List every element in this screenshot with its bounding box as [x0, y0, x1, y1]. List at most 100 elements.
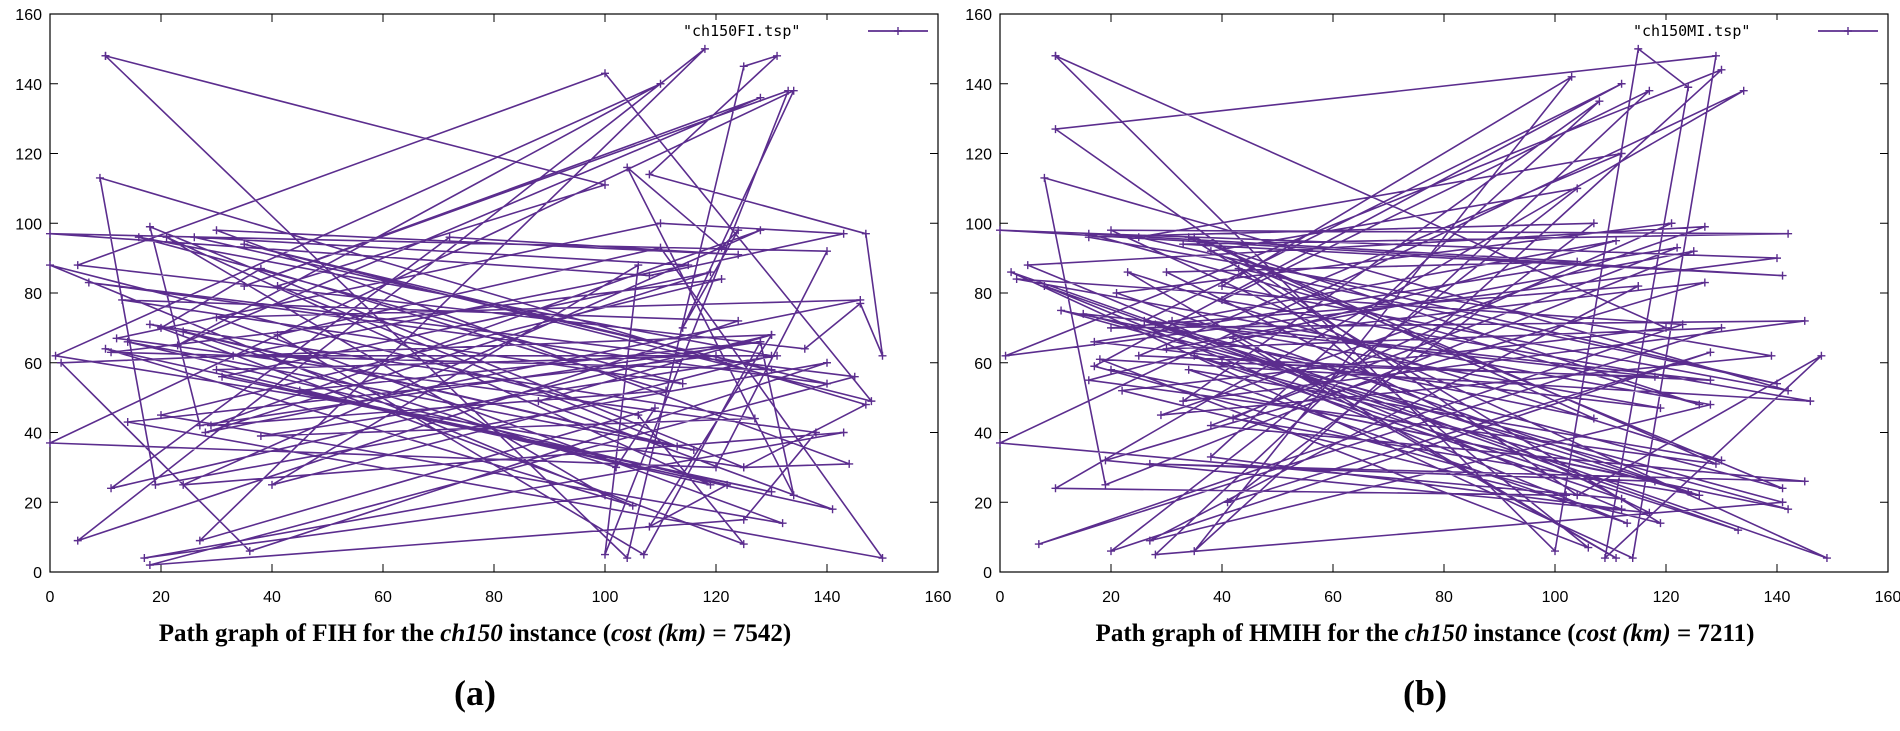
city-point	[1162, 268, 1171, 277]
city-point	[996, 438, 1004, 447]
city-point	[767, 330, 776, 339]
caption-a-prefix: Path graph of FIH for the	[158, 620, 434, 647]
city-point	[878, 351, 887, 360]
path-chart-a: 0 20 40 60 80 100 120 140 160 0 20 40 60 80 100 120 140 1…	[15, 7, 952, 606]
city-point	[789, 491, 798, 500]
city-point	[1218, 358, 1226, 367]
city-point	[700, 44, 709, 53]
caption-b: Path graph of HMIH for the ch150 instanc…	[950, 620, 1900, 648]
city-point	[1567, 72, 1576, 81]
city-point	[1162, 344, 1171, 353]
city-point	[650, 404, 659, 413]
x-tick-label: 140	[1764, 589, 1791, 606]
city-point	[689, 445, 698, 454]
city-point	[612, 463, 621, 472]
city-point	[723, 480, 732, 489]
city-point	[1645, 86, 1654, 95]
city-point	[1107, 547, 1115, 556]
city-point	[1589, 219, 1598, 228]
city-point	[1706, 400, 1715, 409]
city-point	[734, 226, 743, 235]
city-point	[601, 550, 609, 559]
city-point	[845, 459, 854, 468]
city-point	[1206, 247, 1215, 256]
city-point	[51, 351, 60, 360]
y-tick-label: 0	[33, 565, 42, 582]
city-point	[739, 463, 748, 472]
city-point	[1206, 421, 1215, 430]
city-point	[1623, 519, 1632, 528]
y-tick-label: 140	[965, 77, 992, 94]
y-tick-label: 40	[24, 426, 42, 443]
city-point	[634, 261, 643, 270]
city-point	[240, 282, 249, 291]
city-point	[295, 386, 304, 395]
y-tick-label: 100	[965, 216, 992, 233]
city-point	[107, 484, 116, 493]
city-point	[1156, 411, 1165, 420]
x-tick-label: 80	[1435, 589, 1453, 606]
city-point	[1767, 351, 1776, 360]
city-point	[1711, 459, 1720, 468]
city-point	[1717, 323, 1726, 332]
panel-a: 0 20 40 60 80 100 120 140 160 0 20 40 60 80 100 120 140 1…	[15, 7, 952, 713]
x-tick-label: 160	[925, 589, 952, 606]
city-point	[1678, 320, 1687, 329]
city-point	[1145, 459, 1154, 468]
city-point	[112, 334, 121, 343]
city-point	[1573, 491, 1582, 500]
city-point	[628, 501, 637, 510]
city-point	[1190, 351, 1199, 360]
city-point	[856, 295, 865, 304]
city-point	[195, 421, 204, 430]
city-point	[157, 323, 165, 332]
city-point	[1140, 316, 1149, 325]
city-point	[1806, 397, 1815, 406]
city-point	[823, 358, 831, 367]
city-point	[1234, 264, 1243, 273]
caption-a-equals: = 7542)	[706, 620, 792, 647]
city-point	[1717, 65, 1726, 74]
city-point	[645, 271, 654, 280]
city-point	[534, 397, 543, 406]
x-tick-label: 100	[592, 589, 619, 606]
city-point	[712, 463, 720, 472]
city-point	[1229, 334, 1238, 343]
city-point	[739, 62, 748, 71]
x-tick-label: 60	[374, 589, 392, 606]
city-point	[212, 313, 221, 322]
city-point	[800, 344, 809, 353]
city-point	[1101, 480, 1110, 489]
city-point	[1123, 268, 1132, 277]
city-point	[1706, 376, 1715, 385]
city-point	[678, 379, 687, 388]
city-point	[240, 240, 249, 249]
city-point	[1584, 543, 1593, 552]
tour-path	[999, 48, 1828, 559]
city-point	[1662, 323, 1670, 332]
city-point	[1057, 306, 1066, 315]
panel-b: 0 20 40 60 80 100 120 140 160 0 20 40 60 80 100 120 140 1…	[950, 0, 1900, 731]
y-tick-label: 60	[974, 356, 992, 373]
city-point	[1218, 295, 1226, 304]
city-point	[1717, 456, 1726, 465]
caption-a-cost-label: cost (km)	[611, 620, 707, 647]
city-point	[1145, 536, 1154, 545]
panel-label-b: (b)	[1403, 673, 1447, 713]
y-tick-label: 100	[15, 216, 42, 233]
city-point	[850, 372, 859, 381]
city-point	[1617, 505, 1626, 514]
caption-b-middle: instance (	[1473, 620, 1576, 647]
city-point	[734, 250, 743, 259]
city-point	[57, 358, 66, 367]
city-point	[1040, 282, 1049, 291]
city-point	[756, 337, 765, 346]
city-point	[118, 295, 127, 304]
city-point	[639, 550, 648, 559]
city-point	[673, 442, 682, 451]
city-point	[1562, 491, 1571, 500]
city-point	[1800, 477, 1809, 486]
city-point	[1101, 456, 1110, 465]
city-point	[1107, 323, 1115, 332]
city-point	[1656, 519, 1665, 528]
